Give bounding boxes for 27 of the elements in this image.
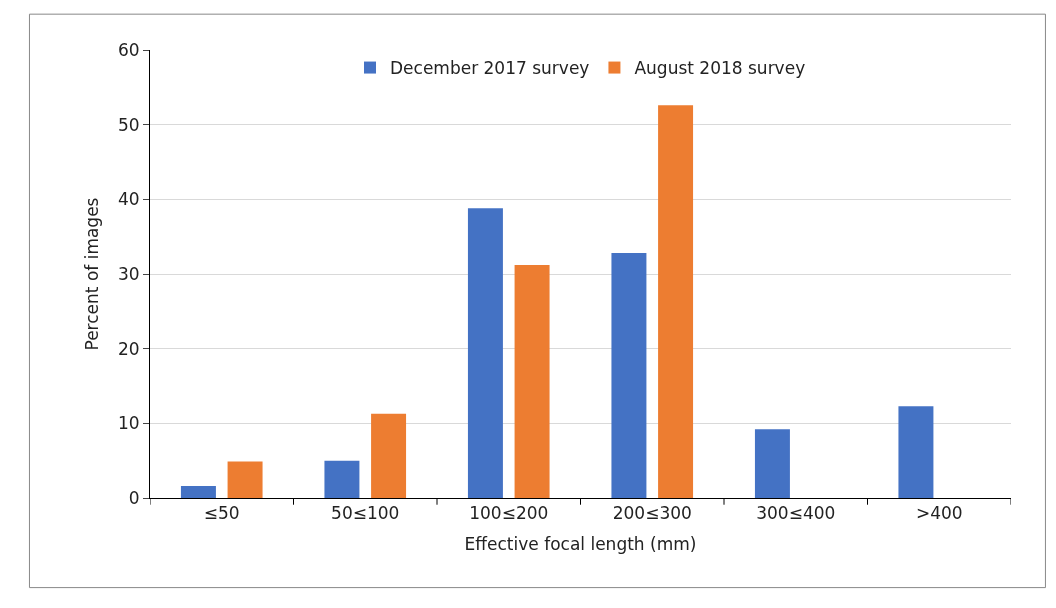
x-tick-label: >400 <box>915 503 963 524</box>
bar <box>898 406 934 498</box>
y-tick-label: 10 <box>117 413 140 434</box>
y-tick-label: 30 <box>117 263 140 284</box>
x-tick-label: 300≤400 <box>756 503 836 524</box>
bar <box>180 486 216 498</box>
y-axis-title: Percent of images <box>81 197 102 351</box>
y-tick-label: 20 <box>117 338 140 359</box>
bar <box>658 105 694 498</box>
y-tick-label: 40 <box>117 189 140 210</box>
x-axis-title: Effective focal length (mm) <box>464 533 697 554</box>
bar <box>467 208 503 498</box>
bar <box>227 461 263 498</box>
x-tick-label: 100≤200 <box>469 503 549 524</box>
bar <box>611 253 647 498</box>
y-tick-label: 0 <box>128 487 140 508</box>
legend-label: December 2017 survey <box>390 58 590 79</box>
y-tick-label: 60 <box>117 39 140 60</box>
legend-label: August 2018 survey <box>634 58 806 79</box>
bar <box>371 413 407 498</box>
x-tick-label: 200≤300 <box>612 503 692 524</box>
bar <box>514 265 550 498</box>
x-tick-label: ≤50 <box>203 503 240 524</box>
bar <box>324 460 360 498</box>
x-tick-label: 50≤100 <box>331 503 400 524</box>
y-tick-label: 50 <box>117 114 140 135</box>
bar <box>754 429 790 498</box>
